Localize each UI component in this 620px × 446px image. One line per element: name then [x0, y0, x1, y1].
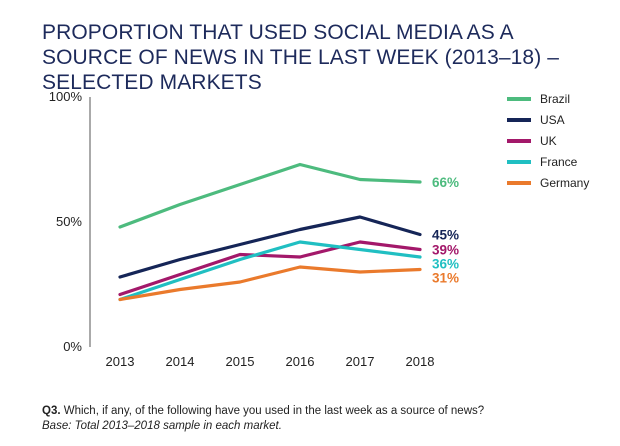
question-number: Q3.	[42, 405, 61, 417]
end-label-brazil: 66%	[432, 175, 459, 190]
legend-label-france: France	[540, 155, 578, 169]
end-label-france: 36%	[432, 257, 459, 272]
x-tick-2013: 2013	[106, 354, 135, 369]
x-tick-labels: 2013 2014 2015 2016 2017 2018	[106, 354, 435, 369]
series-line-brazil	[118, 162, 422, 229]
legend-label-germany: Germany	[540, 176, 589, 190]
end-label-uk: 39%	[432, 243, 459, 258]
end-label-germany: 31%	[432, 271, 459, 286]
end-labels: 66% 45%39%36%31%	[432, 175, 459, 286]
x-tick-2016: 2016	[286, 354, 315, 369]
end-label-usa: 45%	[432, 228, 459, 243]
base-note: Base: Total 2013–2018 sample in each mar…	[42, 420, 282, 432]
x-tick-2015: 2015	[226, 354, 255, 369]
x-tick-2014: 2014	[166, 354, 195, 369]
y-tick-0: 0%	[63, 339, 82, 354]
y-tick-100: 100%	[49, 89, 83, 104]
question-text: Which, if any, of the following have you…	[63, 405, 485, 417]
series-line-germany	[118, 265, 422, 302]
line-chart: 0% 50% 100% 2013 2014 2015 2016 2017 2018 66% 45…	[49, 89, 590, 369]
series-line-uk	[118, 240, 422, 297]
footnote: Q3. Which, if any, of the following have…	[42, 404, 612, 434]
legend-label-brazil: Brazil	[540, 92, 570, 106]
x-tick-2017: 2017	[346, 354, 375, 369]
legend-label-uk: UK	[540, 134, 557, 148]
series-lines	[118, 162, 422, 302]
y-tick-50: 50%	[56, 214, 82, 229]
chart-title: PROPORTION THAT USED SOCIAL MEDIA AS A S…	[42, 21, 560, 94]
y-tick-labels: 0% 50% 100%	[49, 89, 83, 354]
series-line-france	[118, 240, 422, 302]
x-tick-2018: 2018	[406, 354, 435, 369]
series-line-usa	[118, 215, 422, 279]
legend-label-usa: USA	[540, 113, 565, 127]
legend: Brazil USA UK France Germany	[507, 92, 589, 190]
